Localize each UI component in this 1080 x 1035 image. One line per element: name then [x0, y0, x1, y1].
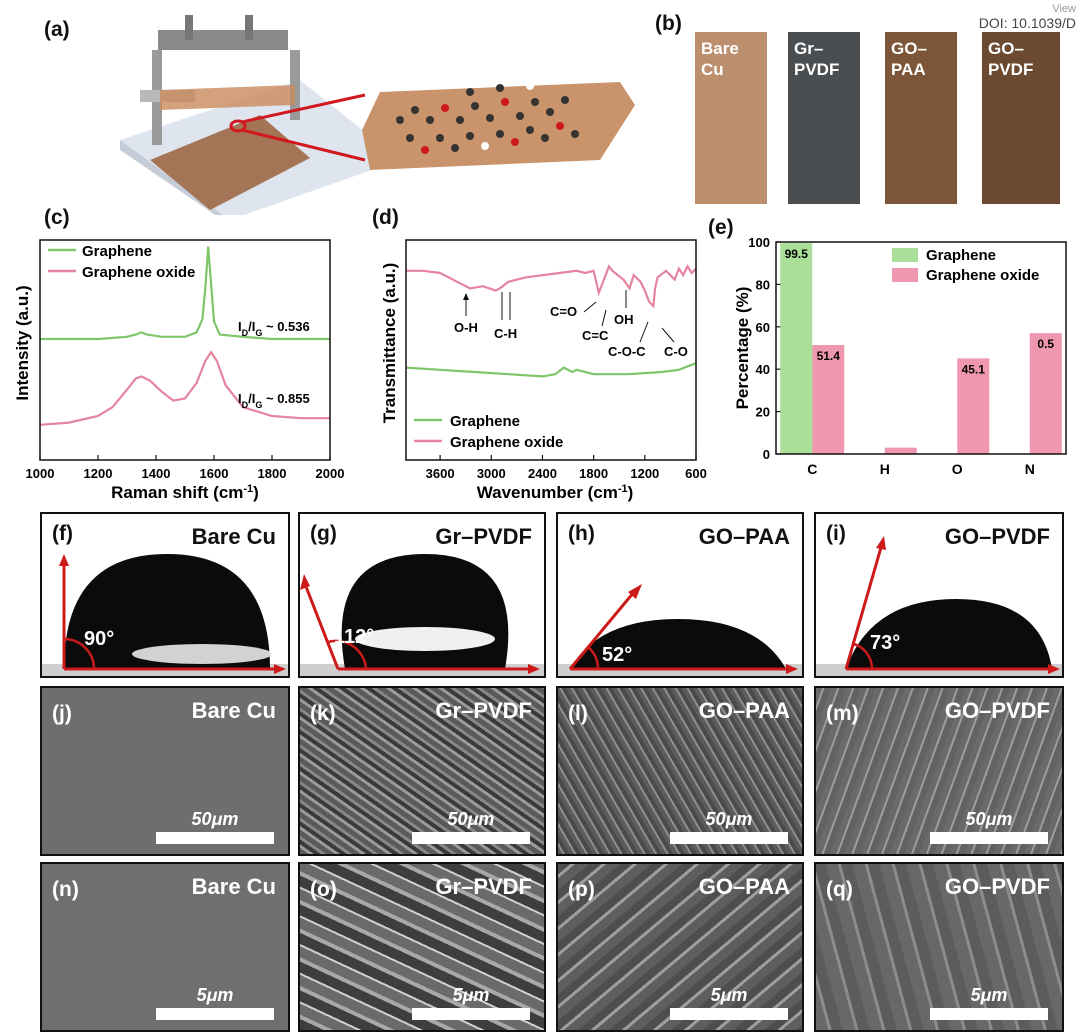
swatch-gr-pvdf: Gr– PVDF — [788, 32, 860, 204]
x-tick-label: 600 — [685, 466, 707, 481]
bar-value-label: 45.1 — [962, 362, 986, 376]
svg-text:C-O: C-O — [664, 344, 688, 359]
x-tick-label: 1600 — [200, 466, 229, 481]
bar-value-label: 0.5 — [1037, 337, 1054, 351]
svg-text:C=O: C=O — [550, 304, 577, 319]
scale-bar — [412, 832, 530, 844]
coated-sheet — [150, 115, 310, 210]
sem-low-bare-cu: (j) Bare Cu 50μm — [40, 686, 290, 856]
series-line-graphene — [40, 246, 330, 341]
chart-d-ylabel: Transmittance (a.u.) — [380, 263, 399, 424]
contact-angle-go-paa: (h) GO–PAA 52° — [556, 512, 804, 678]
x-tick-label: 3600 — [426, 466, 455, 481]
panel-e-label: (e) — [708, 216, 734, 239]
sem-low-go-pvdf: (m) GO–PVDF 50μm — [814, 686, 1064, 856]
swatch-bare-cu: Bare Cu — [695, 32, 767, 204]
x-tick-label: 1000 — [26, 466, 55, 481]
x-tick-label: 1800 — [579, 466, 608, 481]
angle-gr-pvdf: 112° — [334, 626, 375, 648]
chart-c-xlabel: Raman shift (cm-1) — [111, 483, 259, 502]
chart-e-legend-graphene: Graphene — [926, 247, 996, 264]
scale-bar — [670, 1008, 788, 1020]
coating-schematic — [120, 15, 635, 215]
y-tick-label: 100 — [748, 235, 770, 250]
y-tick-label: 80 — [756, 277, 770, 292]
sem-high-go-paa: (p) GO–PAA 5μm — [556, 862, 804, 1032]
ftir-peak-annotations: O-H C-H C=O C=C OH C-O-C C-O — [454, 290, 688, 359]
raman-chart: Intensity (a.u.) Raman shift (cm-1) 1000… — [13, 239, 345, 502]
category-label: N — [1025, 461, 1035, 477]
chart-d-legend-graphene: Graphene — [450, 413, 520, 430]
sem-low-go-paa: (l) GO–PAA 50μm — [556, 686, 804, 856]
svg-text:O-H: O-H — [454, 320, 478, 335]
sem-high-bare-cu: (n) Bare Cu 5μm — [40, 862, 290, 1032]
category-label: O — [952, 461, 963, 477]
sem-high-go-pvdf: (q) GO–PVDF 5μm — [814, 862, 1064, 1032]
contact-angle-gr-pvdf: (g) Gr–PVDF 112° — [298, 512, 546, 678]
y-tick-label: 40 — [756, 362, 770, 377]
panel-a-label: (a) — [44, 18, 70, 41]
scale-bar — [930, 832, 1048, 844]
bar-O-graphene-oxide — [957, 358, 990, 454]
category-label: H — [880, 461, 890, 477]
bar-N-graphene-oxide — [1029, 333, 1062, 454]
chart-e-legend-go: Graphene oxide — [926, 267, 1039, 284]
chart-d-xlabel: Wavenumber (cm-1) — [477, 483, 634, 502]
bar-value-label: 51.4 — [817, 349, 841, 363]
x-tick-label: 1400 — [142, 466, 171, 481]
scale-bar — [930, 1008, 1048, 1020]
chart-c-legend-graphene: Graphene — [82, 243, 152, 260]
svg-text:OH: OH — [614, 312, 634, 327]
chart-e-ylabel: Percentage (%) — [733, 287, 752, 410]
sem-high-gr-pvdf: (o) Gr–PVDF 5μm — [298, 862, 546, 1032]
scale-bar — [670, 832, 788, 844]
swatch-go-pvdf: GO– PVDF — [982, 32, 1060, 204]
svg-text:C=C: C=C — [582, 328, 609, 343]
panel-b-label: (b) — [655, 12, 682, 35]
copper-foil — [362, 82, 635, 170]
doi-text: View DOI: 10.1039/D — [978, 3, 1076, 32]
scale-bar — [156, 832, 274, 844]
svg-text:C-H: C-H — [494, 326, 517, 341]
scale-bar — [156, 1008, 274, 1020]
bar-C-graphene-oxide — [812, 345, 845, 454]
bar-H-graphene-oxide — [884, 447, 917, 454]
category-label: C — [807, 461, 817, 477]
swatch-go-paa: GO– PAA — [885, 32, 957, 204]
angle-bare-cu: 90° — [84, 628, 115, 650]
series-line-graphene — [405, 362, 697, 378]
contact-angle-go-pvdf: (i) GO–PVDF 73° — [814, 512, 1064, 678]
ftir-chart: Transmittance (a.u.) Wavenumber (cm-1) 3… — [380, 239, 707, 502]
element-bar-chart: Percentage (%) 0 20 40 60 80 100 C H O N 99.5 51.4… — [733, 235, 1067, 477]
x-tick-label: 2000 — [316, 466, 345, 481]
x-tick-label: 1800 — [258, 466, 287, 481]
angle-go-paa: 52° — [602, 644, 633, 666]
ratio-go: ID/IG ~ 0.855 — [238, 391, 310, 410]
panel-c-label: (c) — [44, 206, 70, 229]
scale-bar — [412, 1008, 530, 1020]
y-tick-label: 60 — [756, 320, 770, 335]
y-tick-label: 20 — [756, 405, 770, 420]
contact-angle-bare-cu: (f) Bare Cu 90° — [40, 512, 290, 678]
x-tick-label: 3000 — [477, 466, 506, 481]
bar-value-label: 99.5 — [785, 247, 809, 261]
x-tick-label: 2400 — [528, 466, 557, 481]
series-line-graphene-oxide — [39, 350, 330, 426]
graphene-lattice — [396, 82, 579, 154]
x-tick-label: 1200 — [84, 466, 113, 481]
angle-go-pvdf: 73° — [870, 632, 901, 654]
bar-C-graphene — [780, 243, 813, 454]
series-line-graphene-oxide — [406, 264, 697, 309]
x-tick-label: 1200 — [630, 466, 659, 481]
y-tick-label: 0 — [763, 447, 770, 462]
ratio-graphene: ID/IG ~ 0.536 — [238, 319, 310, 338]
chart-c-legend-go: Graphene oxide — [82, 264, 195, 281]
svg-text:C-O-C: C-O-C — [608, 344, 646, 359]
panel-d-label: (d) — [372, 206, 399, 229]
chart-d-legend-go: Graphene oxide — [450, 434, 563, 451]
sem-low-gr-pvdf: (k) Gr–PVDF 50μm — [298, 686, 546, 856]
chart-c-ylabel: Intensity (a.u.) — [13, 285, 32, 400]
